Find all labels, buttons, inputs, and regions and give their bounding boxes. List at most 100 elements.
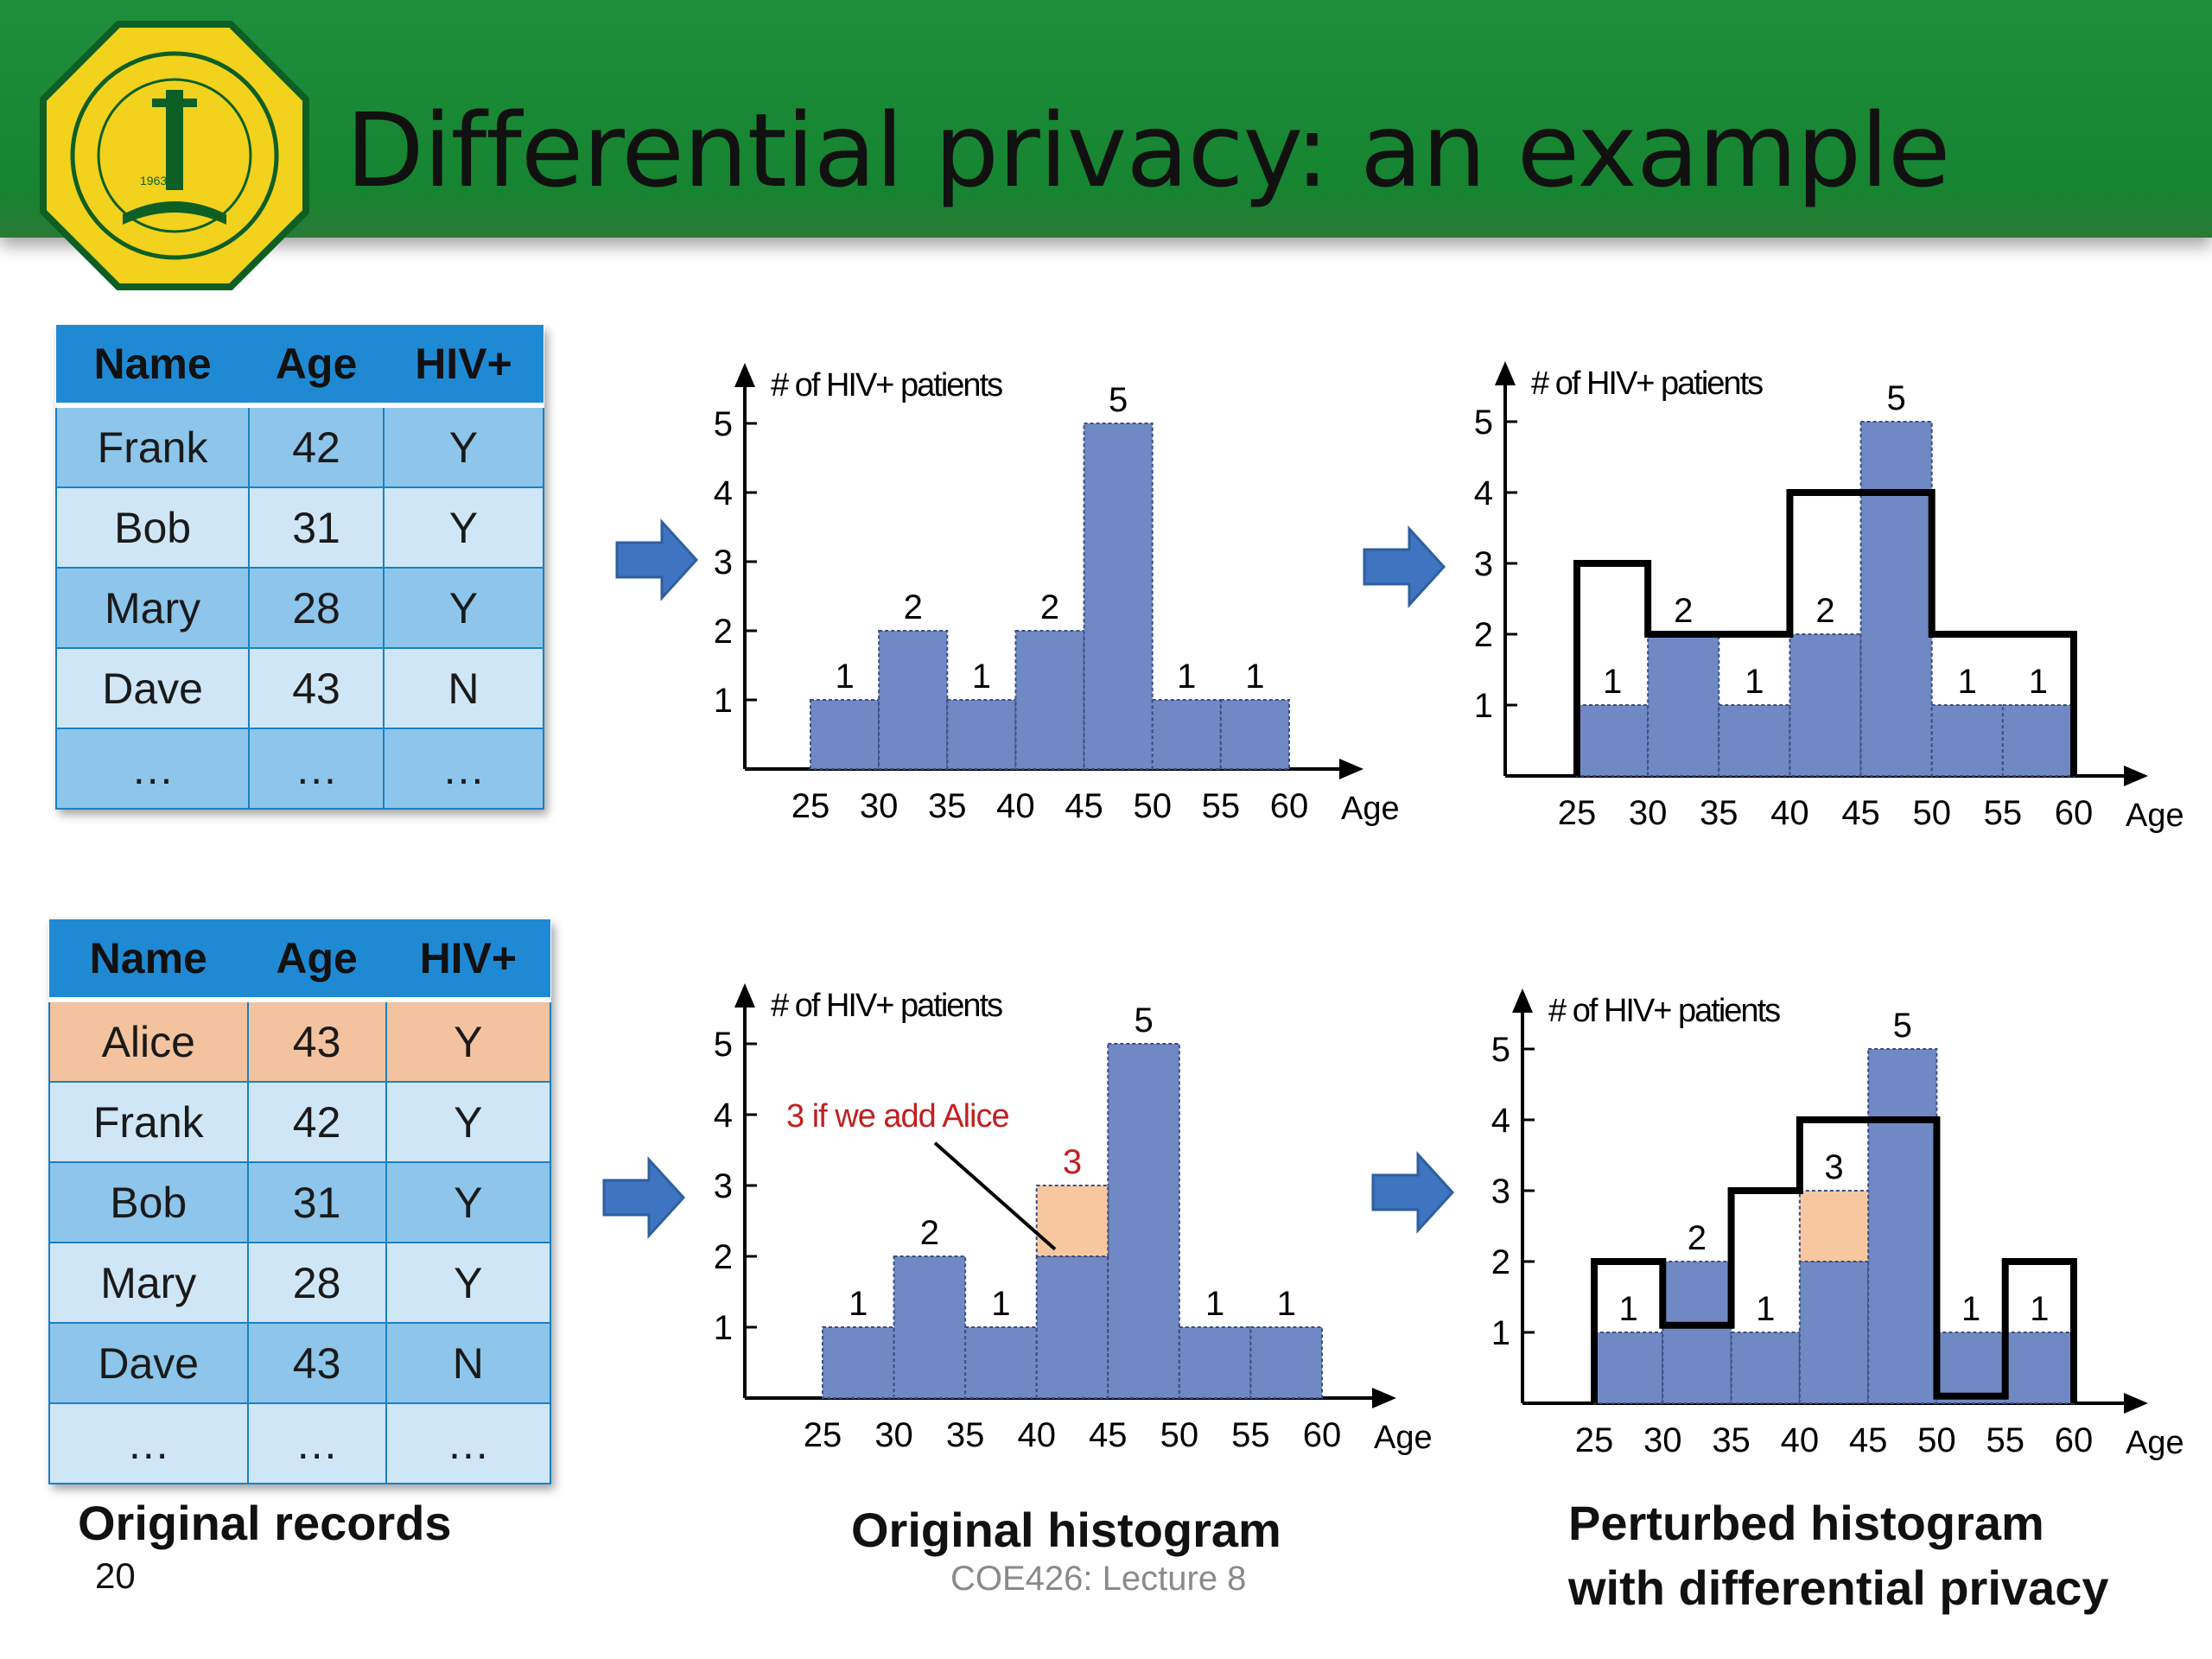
bar-value-label: 3 xyxy=(1824,1148,1843,1186)
y-axis-arrowhead xyxy=(1495,361,1516,385)
table-row: Mary 28 Y xyxy=(54,567,545,649)
table-cell: Dave xyxy=(54,647,251,729)
seal-year: 1963 xyxy=(140,174,167,188)
bar-value-label: 1 xyxy=(1277,1285,1296,1323)
x-tick-label: 45 xyxy=(1849,1421,1888,1459)
table-row: ……… xyxy=(54,728,545,810)
x-tick-label: 45 xyxy=(1065,787,1103,825)
y-axis-label: # of HIV+ patients xyxy=(1531,365,1763,402)
x-tick-label: 25 xyxy=(791,787,830,825)
x-axis-label: Age xyxy=(1341,791,1400,827)
bar-value-label: 2 xyxy=(1674,592,1693,630)
y-tick-label: 3 xyxy=(1474,545,1493,583)
histogram-bar xyxy=(893,1255,967,1399)
table-cell: 28 xyxy=(248,567,385,649)
histogram-bar xyxy=(1593,1332,1664,1404)
x-axis-arrowhead xyxy=(2124,1393,2148,1414)
histogram-bar xyxy=(1576,704,1649,777)
bar-value-label: 1 xyxy=(835,658,854,696)
x-axis-arrowhead xyxy=(1372,1388,1396,1408)
histogram-bar xyxy=(946,699,1017,770)
table-cell: 31 xyxy=(248,486,385,569)
y-tick-label: 1 xyxy=(1491,1314,1510,1352)
page-number: 20 xyxy=(95,1555,136,1596)
y-axis-arrowhead xyxy=(1512,988,1533,1013)
annotation-text: 3 if we add Alice xyxy=(786,1098,1009,1135)
histogram-bar xyxy=(964,1326,1038,1399)
table-cell: Dave xyxy=(48,1322,249,1404)
y-tick-label: 4 xyxy=(714,474,733,512)
x-tick-label: 30 xyxy=(1643,1421,1682,1459)
annotation-pointer xyxy=(933,1141,1057,1251)
y-tick-label: 3 xyxy=(714,543,733,582)
histogram-bar xyxy=(1151,699,1222,770)
x-tick-label: 45 xyxy=(1841,794,1880,832)
table-row: Bob 31 Y xyxy=(48,1161,552,1243)
table-cell: Mary xyxy=(54,567,251,649)
bar-value-label: 1 xyxy=(1177,658,1196,696)
bar-value-label: 2 xyxy=(904,588,923,626)
histogram-bar xyxy=(1249,1326,1324,1399)
x-axis-arrowhead xyxy=(1339,759,1363,779)
perturbed-histogram-line xyxy=(1573,489,2077,776)
x-tick-label: 30 xyxy=(860,787,899,825)
y-tick-label: 5 xyxy=(1491,1031,1510,1069)
title-bar xyxy=(0,0,2212,238)
table-row: ……… xyxy=(48,1402,552,1484)
arrow-right-icon xyxy=(1363,525,1446,608)
x-tick-label: 40 xyxy=(996,787,1035,825)
histogram-bar xyxy=(1859,421,1933,777)
column-header-name: Name xyxy=(56,325,250,408)
histogram-bar xyxy=(1718,704,1791,777)
caption-original-histogram: Original histogram xyxy=(851,1503,1281,1557)
histogram-bar xyxy=(1798,1261,1870,1404)
table-row: Bob 31 Y xyxy=(54,486,545,569)
histogram-bar xyxy=(1867,1048,1938,1404)
y-tick-label: 4 xyxy=(1491,1102,1510,1140)
bar-value-label: 1 xyxy=(2030,1290,2049,1328)
records-table-original: Name Age HIV+ Frank 42 Y Bob 31 Y Mary 28 Y Dave 43 N… xyxy=(54,325,545,810)
table-cell: 43 xyxy=(246,1322,387,1404)
column-header-hiv: HIV+ xyxy=(385,919,550,1002)
table-cell: … xyxy=(248,728,385,810)
y-tick-label: 3 xyxy=(714,1167,733,1205)
x-tick-label: 60 xyxy=(2055,1421,2094,1459)
bar-value-label: 1 xyxy=(1756,1290,1775,1328)
y-tick-label: 4 xyxy=(714,1096,733,1135)
table-cell: 28 xyxy=(246,1242,387,1324)
column-header-name: Name xyxy=(49,919,248,1002)
x-axis-label: Age xyxy=(2126,798,2184,834)
x-tick-label: 25 xyxy=(1558,794,1597,832)
histogram-bar xyxy=(1107,1043,1180,1399)
table-cell: Alice xyxy=(48,999,249,1083)
added-record-bar xyxy=(1798,1190,1870,1262)
x-tick-label: 50 xyxy=(1917,1421,1956,1459)
column-header-age: Age xyxy=(249,325,384,408)
x-tick-label: 30 xyxy=(1629,794,1668,832)
bar-value-label: 5 xyxy=(1134,1001,1153,1039)
bar-value-label: 2 xyxy=(1040,588,1059,626)
bar-value-label: 1 xyxy=(2029,663,2048,701)
table-cell: N xyxy=(385,1322,552,1404)
histogram-bar xyxy=(810,699,880,770)
histogram-bar xyxy=(1936,1332,2006,1404)
x-tick-label: 35 xyxy=(1700,794,1738,832)
x-tick-label: 35 xyxy=(946,1416,985,1454)
table-row: Alice 43 Y xyxy=(48,999,552,1083)
y-tick-label: 1 xyxy=(714,1309,733,1347)
x-tick-label: 25 xyxy=(804,1416,842,1454)
histogram-bar xyxy=(1730,1332,1801,1404)
caption-original-records: Original records xyxy=(78,1496,452,1550)
histogram-bar xyxy=(878,630,949,770)
page-title: Differential privacy: an example xyxy=(346,91,1951,210)
x-tick-label: 55 xyxy=(1984,794,2023,832)
y-tick-label: 2 xyxy=(1491,1243,1510,1281)
table-cell: 31 xyxy=(246,1161,387,1243)
bar-value-label: 1 xyxy=(1619,1290,1638,1328)
y-tick-label: 1 xyxy=(1474,687,1493,725)
table-cell: Bob xyxy=(48,1161,249,1243)
table-cell: … xyxy=(382,728,545,810)
